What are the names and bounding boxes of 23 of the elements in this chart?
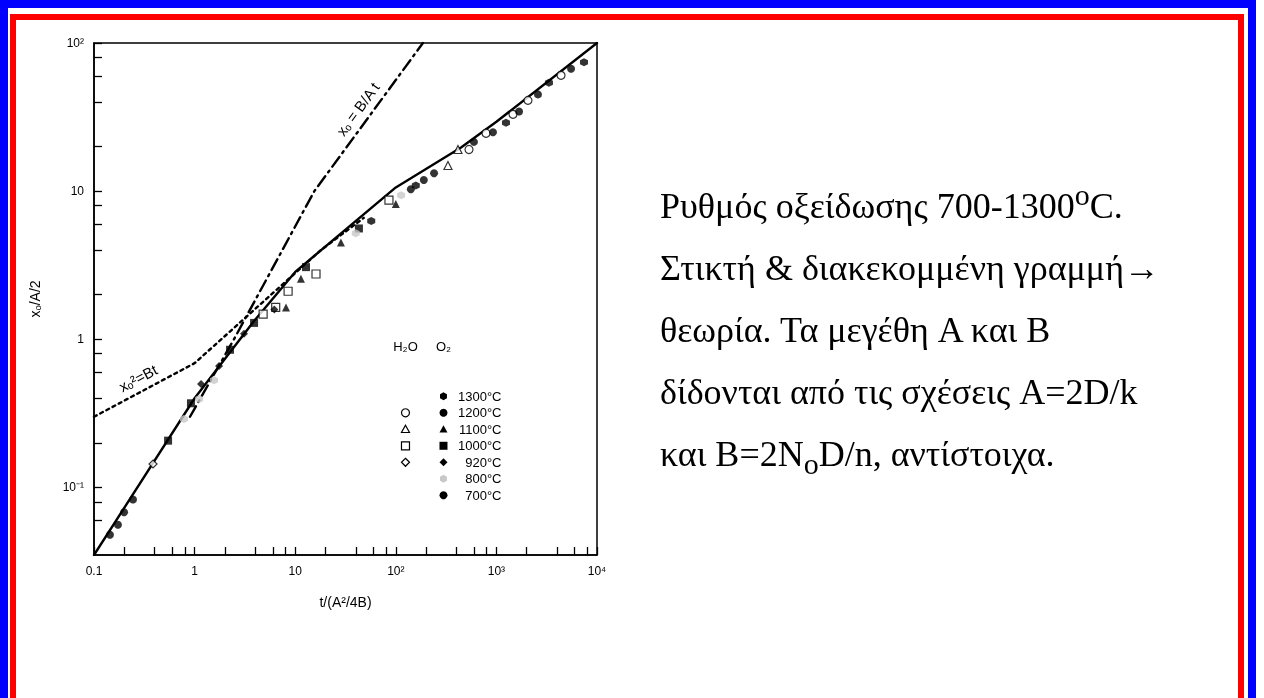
x-tick-label: 10³ (487, 564, 506, 578)
x-axis-title: t/(A²/4B) (319, 594, 372, 610)
annotation: H₂O (393, 338, 418, 354)
legend-label: 800°C (465, 471, 502, 487)
legend-label: 700°C (465, 487, 502, 503)
x-tick-label: 10 (288, 564, 303, 578)
x-tick-label: 10⁴ (587, 564, 607, 578)
annotation: O₂ (435, 338, 452, 354)
legend-label: 1100°C (458, 421, 502, 437)
y-tick-label: 10² (66, 36, 84, 50)
x-tick-label: 1 (191, 564, 199, 578)
y-tick-label: 10⁻¹ (62, 480, 84, 495)
x-tick-label: 0.1 (85, 564, 103, 578)
legend-label: 920°C (465, 454, 502, 470)
y-tick-label: 1 (77, 332, 85, 347)
legend-label: 1000°C (457, 438, 502, 454)
y-axis-title: xₒ/A/2 (27, 280, 43, 318)
text: xₒ = B/A t (332, 78, 384, 140)
x-tick-label: 10² (387, 564, 405, 578)
y-tick-label: 10 (70, 184, 85, 199)
legend-label: 1300°C (457, 388, 502, 404)
text: Ρυθμός οξείδωσης 700-1300$^{o}$C. Στικτή & διακεκομμένη γραμμή→ θεωρία. Τα μεγέθη A και B δίδονται από τις σχέσεις A=2D/k και B=2N$_{o}$D/n, αντίστοιχα. (660, 178, 1160, 481)
legend-label: 1200°C (457, 405, 502, 421)
